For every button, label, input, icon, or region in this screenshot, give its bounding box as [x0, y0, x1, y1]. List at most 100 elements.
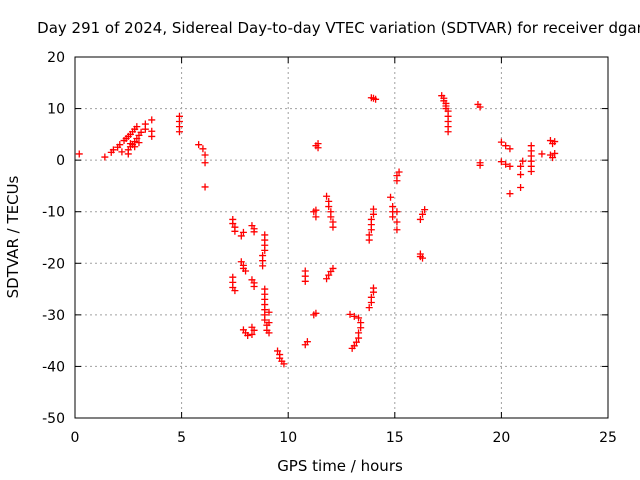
data-point [325, 203, 333, 211]
data-point [135, 139, 143, 147]
data-point [365, 304, 373, 312]
x-axis-label: GPS time / hours [277, 457, 403, 475]
data-point [517, 162, 525, 170]
x-tick-label: 0 [71, 430, 80, 446]
data-point [367, 293, 375, 301]
data-point [346, 310, 354, 318]
data-point [372, 95, 380, 103]
data-point [352, 338, 360, 346]
plot-frame [74, 56, 609, 419]
y-tick-label: 0 [56, 153, 65, 169]
data-point [248, 323, 256, 331]
series-t19 [474, 100, 484, 169]
x-tick-label: 10 [279, 430, 297, 446]
data-point [116, 141, 124, 149]
data-point [250, 228, 258, 236]
data-point [367, 215, 375, 223]
data-point [329, 264, 337, 272]
data-point [231, 287, 239, 295]
data-point [229, 220, 237, 228]
data-point [549, 154, 557, 162]
data-point [506, 145, 514, 153]
data-point [261, 246, 269, 254]
data-point [312, 309, 320, 317]
data-point [201, 183, 209, 191]
data-point [476, 161, 484, 169]
data-point [133, 123, 141, 131]
data-point [329, 223, 337, 231]
data-point [141, 125, 149, 133]
data-point [265, 329, 273, 337]
series-t9 [259, 231, 273, 337]
data-point [195, 141, 203, 149]
data-point [538, 150, 546, 158]
data-point [395, 168, 403, 176]
data-point [365, 231, 373, 239]
grid [75, 57, 608, 418]
data-point [393, 208, 401, 216]
data-point [109, 146, 117, 154]
axis-ticks: 0 5 10 15 20 25 -50 -40 -30 -20 -10 0 10 20 [42, 50, 617, 446]
data-point [387, 193, 395, 201]
x-tick-label: 20 [492, 430, 510, 446]
data-point [393, 172, 401, 180]
data-point [301, 341, 309, 349]
series-t9-6 [274, 347, 288, 368]
data-point [148, 132, 156, 140]
data-point [118, 148, 126, 156]
y-tick-label: -30 [42, 308, 65, 324]
data-point [551, 138, 559, 146]
series-t10-5-12 [301, 140, 337, 349]
series-t20-22 [497, 137, 559, 198]
y-tick-label: -10 [42, 205, 65, 221]
data-point [312, 213, 320, 221]
data-point [421, 206, 429, 214]
data-point [274, 347, 282, 355]
series-t14 [365, 94, 380, 312]
data-point [519, 157, 527, 165]
y-tick-label: -50 [42, 411, 65, 427]
data-point [265, 319, 273, 327]
data-point [201, 151, 209, 159]
data-point [527, 167, 535, 175]
data-point [350, 312, 358, 320]
data-point [357, 319, 365, 327]
series-t13 [346, 310, 365, 352]
data-point [393, 218, 401, 226]
data-point [259, 262, 267, 270]
y-tick-label: 10 [47, 102, 65, 118]
y-tick-label: 20 [47, 50, 65, 66]
data-point [248, 330, 256, 338]
data-point [416, 215, 424, 223]
data-point [323, 275, 331, 283]
series-t7-8 [229, 215, 258, 339]
y-tick-label: -20 [42, 256, 65, 272]
data-point [237, 258, 245, 266]
data-point [231, 227, 239, 235]
series-t17 [438, 92, 452, 136]
y-axis-label: SDTVAR / TECUs [4, 175, 22, 298]
data-point [497, 138, 505, 146]
data-point [325, 271, 333, 279]
data-point [101, 153, 109, 161]
data-point [175, 128, 183, 136]
data-point [476, 103, 484, 111]
data-point [250, 282, 258, 290]
data-point [506, 190, 514, 198]
data-point [261, 316, 269, 324]
data-point [124, 150, 132, 158]
data-points [75, 92, 559, 368]
data-point [75, 150, 83, 158]
data-point [369, 284, 377, 292]
data-point [355, 314, 363, 322]
series-t15-16 [387, 168, 429, 262]
data-point [517, 183, 525, 191]
data-point [419, 210, 427, 218]
data-point [301, 277, 309, 285]
data-point [265, 308, 273, 316]
x-tick-label: 5 [177, 430, 186, 446]
data-point [419, 254, 427, 262]
data-point [280, 360, 288, 368]
data-point [502, 142, 510, 150]
